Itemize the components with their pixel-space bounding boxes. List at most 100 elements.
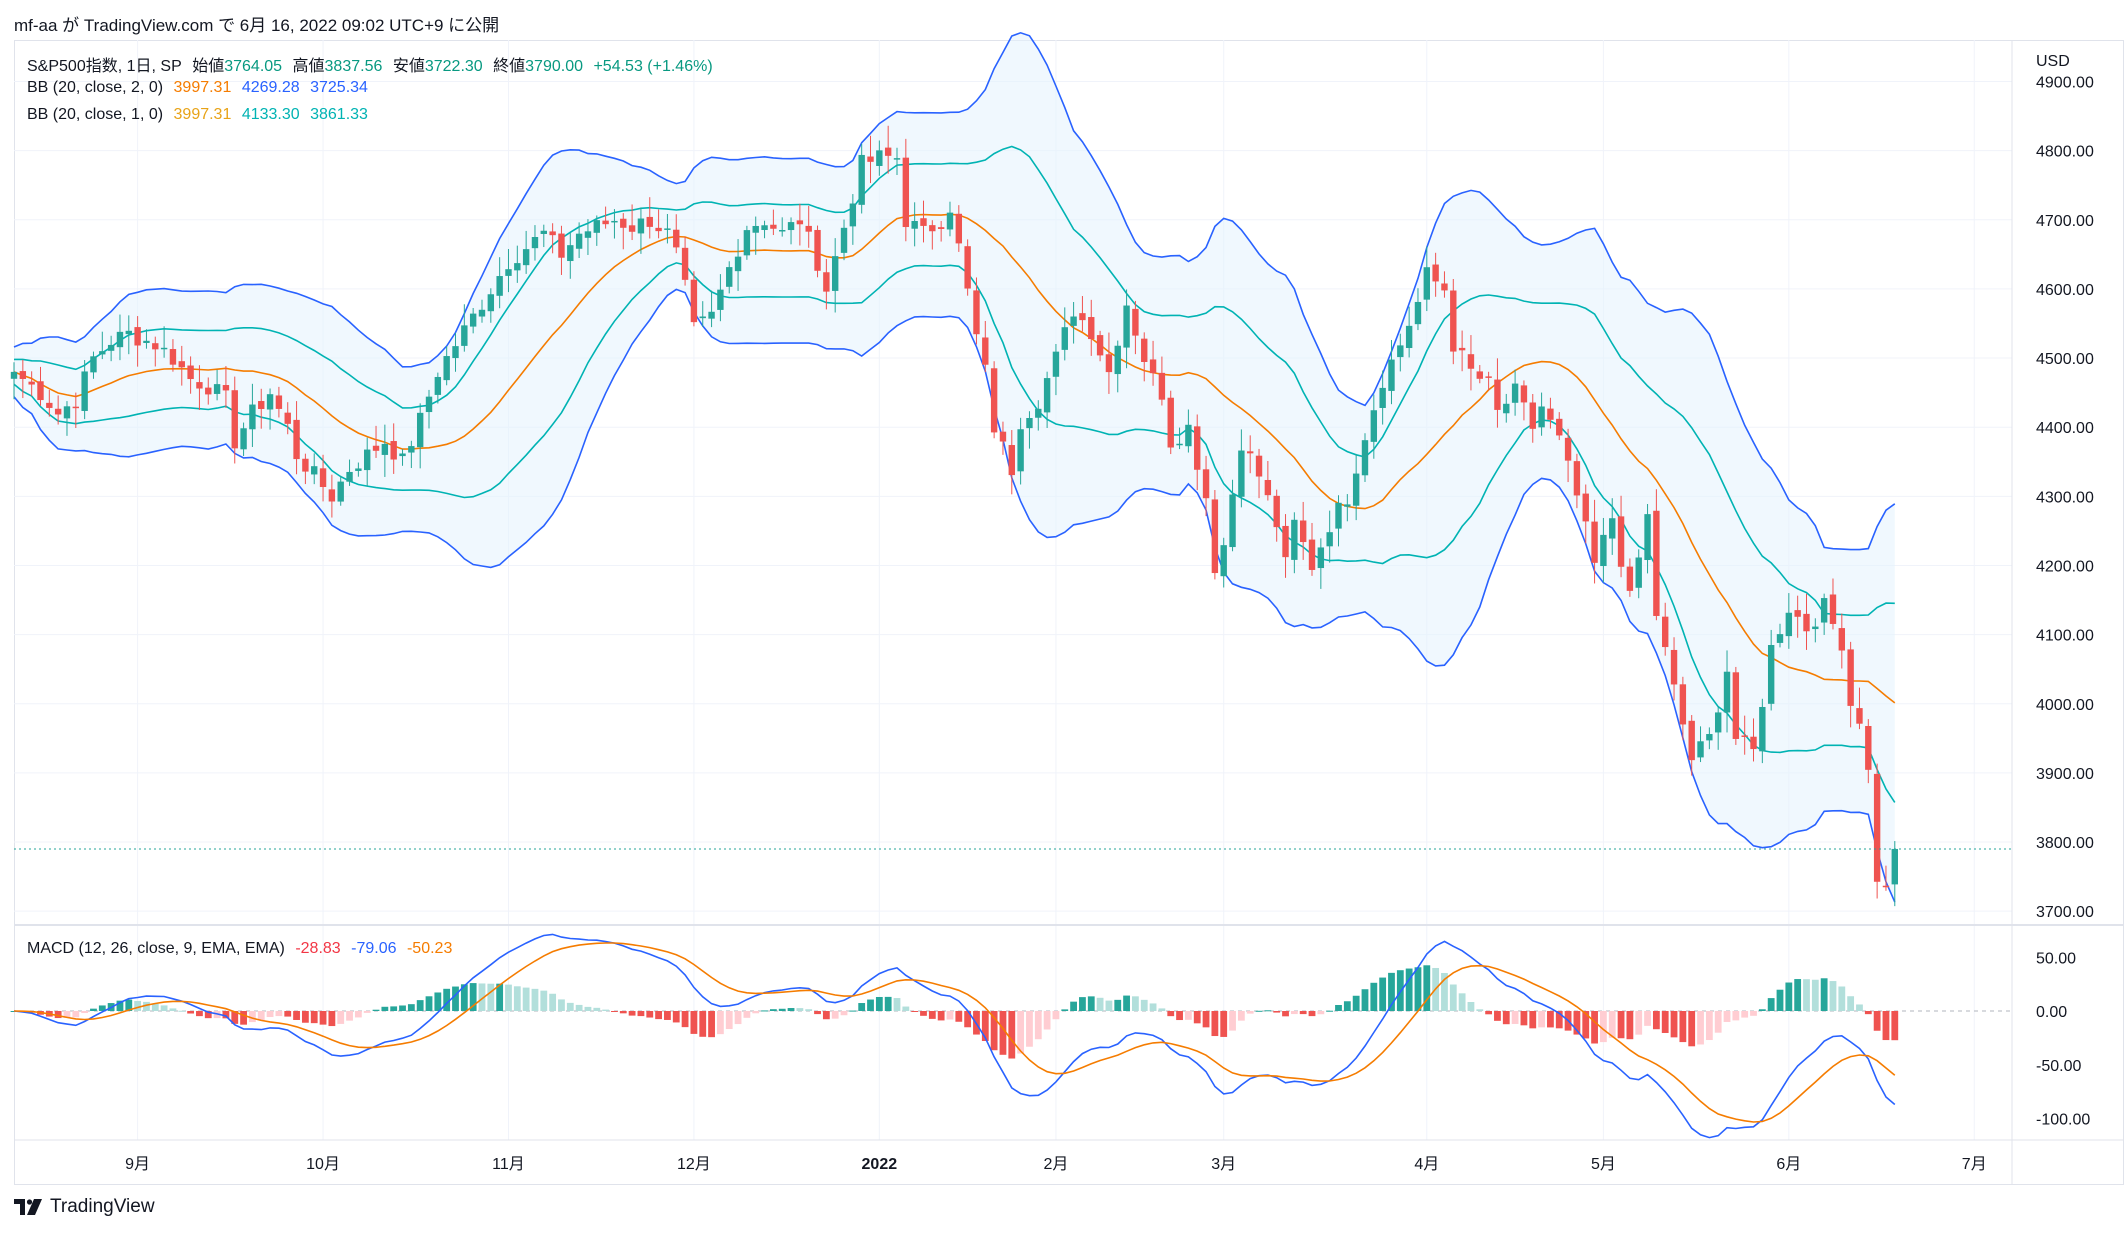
macd-histogram-bar: [1220, 1011, 1228, 1037]
price-tick-label: 3700.00: [2036, 904, 2094, 921]
macd-histogram: [10, 965, 2012, 1059]
candle-body: [90, 356, 97, 373]
macd-histogram-bar: [805, 1009, 813, 1011]
macd-histogram-bar: [363, 1011, 371, 1013]
legend-macd[interactable]: MACD (12, 26, close, 9, EMA, EMA) -28.83…: [27, 940, 458, 958]
macd-histogram-bar: [1273, 1011, 1281, 1013]
macd-histogram-bar: [275, 1011, 283, 1017]
macd-histogram-bar: [928, 1011, 936, 1019]
candle-body: [452, 346, 459, 359]
candle-body: [1450, 290, 1457, 352]
candle-body: [567, 245, 574, 262]
candle-body: [1759, 706, 1766, 752]
candle-body: [1662, 616, 1669, 648]
macd-histogram-bar: [187, 1011, 194, 1014]
candle-body: [1194, 426, 1201, 470]
candle-body: [1229, 494, 1236, 548]
macd-histogram-bar: [1476, 1009, 1484, 1011]
bb2-upper: 4269.28: [241, 79, 300, 96]
macd-histogram-bar: [1829, 981, 1837, 1011]
candle-body: [1405, 325, 1413, 349]
legend-bb1[interactable]: BB (20, close, 1, 0) 3997.31 4133.30 386…: [27, 106, 374, 124]
macd-histogram-bar: [1697, 1011, 1704, 1045]
macd-histogram-bar: [1352, 995, 1360, 1011]
candle-body: [1114, 345, 1121, 375]
candle-body: [1776, 634, 1784, 643]
macd-histogram-bar: [116, 1000, 124, 1011]
candle-body: [434, 376, 442, 395]
macd-histogram-bar: [1485, 1011, 1493, 1015]
macd-histogram-bar: [1679, 1011, 1687, 1043]
candle-body: [1061, 327, 1068, 350]
price-tick-label: 4400.00: [2036, 420, 2094, 437]
candle-body: [1626, 566, 1634, 591]
candle-body: [275, 395, 283, 409]
macd-histogram-bar: [1423, 965, 1431, 1011]
macd-histogram-bar: [1591, 1011, 1598, 1044]
candle-body: [973, 290, 980, 335]
bb-lower-2sd-line: [13, 288, 1896, 903]
candle-body: [1352, 473, 1360, 506]
candles: [10, 125, 1898, 907]
macd-histogram-bar: [125, 999, 133, 1011]
price-tick-label: 4200.00: [2036, 558, 2094, 575]
candle-body: [1238, 450, 1245, 497]
macd-histogram-bar: [346, 1011, 353, 1021]
macd-tick-label: 50.00: [2036, 950, 2076, 967]
macd-histogram-bar: [1520, 1011, 1528, 1026]
candle-body: [1476, 371, 1483, 379]
candle-body: [37, 381, 44, 401]
candle-body: [611, 220, 618, 223]
candle-body: [770, 224, 777, 229]
macd-histogram-bar: [787, 1008, 795, 1011]
bb2-mid: 3997.31: [173, 79, 232, 96]
candle-body: [496, 276, 503, 296]
macd-histogram-bar: [160, 1005, 168, 1011]
candle-body: [1635, 557, 1642, 588]
macd-histogram-bar: [752, 1011, 760, 1014]
candle-body: [1573, 461, 1581, 496]
candle-body: [1741, 735, 1748, 737]
candle-body: [1335, 502, 1342, 529]
legend-bb2[interactable]: BB (20, close, 2, 0) 3997.31 4269.28 372…: [27, 79, 374, 97]
candle-body: [1750, 736, 1757, 750]
candle-body: [222, 385, 230, 391]
candle-body: [1052, 351, 1060, 377]
chart-frame[interactable]: [14, 40, 2124, 1185]
candle-body: [125, 330, 132, 335]
candle-body: [884, 147, 892, 156]
candle-body: [266, 394, 274, 410]
candle-body: [46, 402, 53, 408]
macd-histogram-bar: [531, 988, 539, 1011]
macd-histogram-bar: [1670, 1011, 1678, 1038]
macd-histogram-bar: [1176, 1011, 1183, 1021]
candle-body: [443, 356, 450, 381]
macd-histogram-bar: [672, 1011, 680, 1023]
macd-histogram-bar: [743, 1011, 751, 1018]
candle-body: [1211, 499, 1219, 574]
macd-histogram-bar: [1087, 996, 1095, 1011]
macd-histogram-bar: [169, 1008, 177, 1011]
macd-histogram-bar: [920, 1011, 927, 1016]
macd-histogram-bar: [196, 1011, 203, 1017]
candle-body: [1838, 628, 1846, 651]
candle-body: [1008, 445, 1015, 476]
candle-body: [990, 368, 998, 433]
candle-body: [902, 157, 910, 228]
macd-histogram-bar: [240, 1011, 247, 1025]
bb1-label: BB (20, close, 1, 0): [27, 106, 164, 123]
macd-signal-line: [13, 942, 1896, 1123]
macd-histogram-bar: [266, 1011, 274, 1018]
candle-body: [196, 382, 203, 389]
tradingview-brand[interactable]: TradingView: [14, 1196, 155, 1218]
macd-histogram-bar: [1105, 1000, 1113, 1011]
candle-body: [1035, 408, 1042, 418]
candle-body: [964, 246, 971, 289]
macd-histogram-bar: [1123, 995, 1130, 1011]
macd-histogram-bar: [867, 999, 874, 1011]
macd-histogram-bar: [1776, 989, 1784, 1011]
candle-body: [1291, 519, 1298, 560]
macd-histogram-bar: [1282, 1011, 1289, 1017]
macd-histogram-bar: [549, 993, 557, 1011]
